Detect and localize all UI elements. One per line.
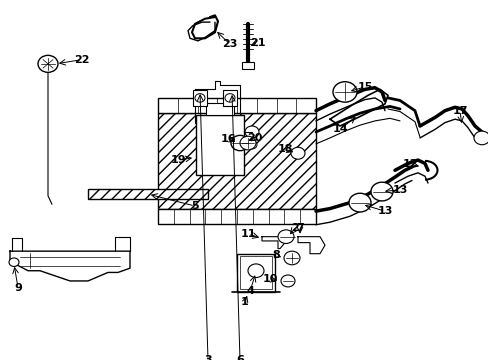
Bar (88, 189, 207, 199)
Bar (237, 254, 274, 292)
Circle shape (473, 131, 488, 145)
Text: 10: 10 (262, 274, 277, 284)
Bar (193, 90, 206, 105)
Circle shape (195, 94, 204, 102)
Circle shape (278, 230, 293, 243)
Polygon shape (10, 251, 130, 281)
Bar (196, 115, 244, 175)
Polygon shape (297, 237, 325, 254)
Bar (205, 103, 234, 115)
Text: 13: 13 (391, 185, 407, 195)
Text: 3: 3 (204, 355, 211, 360)
Bar (158, 208, 315, 224)
Text: 5: 5 (191, 201, 199, 211)
Text: 11: 11 (240, 229, 255, 239)
Text: 17: 17 (451, 106, 467, 116)
Text: 15: 15 (357, 82, 372, 92)
Circle shape (246, 140, 257, 149)
Text: 9: 9 (14, 283, 22, 293)
Circle shape (348, 193, 370, 212)
Circle shape (332, 82, 356, 102)
Text: 1: 1 (241, 297, 248, 307)
Bar (158, 113, 315, 208)
Text: 19: 19 (170, 155, 185, 165)
Circle shape (370, 182, 392, 201)
Circle shape (247, 264, 264, 278)
Text: 22: 22 (74, 55, 90, 64)
Text: 21: 21 (250, 37, 265, 48)
Text: 7: 7 (296, 223, 303, 233)
Bar (158, 98, 315, 113)
Text: 16: 16 (220, 134, 235, 144)
Text: 18: 18 (277, 144, 292, 154)
Text: 23: 23 (222, 39, 237, 49)
Text: 8: 8 (271, 251, 279, 260)
Polygon shape (195, 81, 240, 123)
Text: 13: 13 (377, 206, 392, 216)
Text: 20: 20 (247, 133, 262, 143)
Text: 6: 6 (236, 355, 244, 360)
Circle shape (290, 147, 305, 159)
Bar (240, 256, 271, 289)
Circle shape (281, 275, 294, 287)
Polygon shape (262, 237, 285, 249)
Bar (242, 62, 253, 69)
Bar (223, 90, 237, 105)
Circle shape (240, 136, 256, 150)
Text: 12: 12 (402, 159, 417, 169)
Text: 4: 4 (245, 286, 253, 296)
Circle shape (38, 55, 58, 72)
Text: 14: 14 (331, 125, 347, 134)
Circle shape (9, 258, 19, 266)
Circle shape (230, 135, 248, 151)
Circle shape (224, 94, 235, 102)
Text: 2: 2 (290, 223, 298, 233)
Circle shape (284, 251, 299, 265)
Circle shape (244, 126, 259, 138)
